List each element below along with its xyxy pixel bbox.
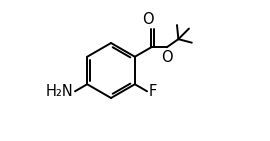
Text: O: O [161,50,173,65]
Text: O: O [142,12,154,27]
Text: H₂N: H₂N [45,84,73,99]
Text: F: F [149,84,157,99]
